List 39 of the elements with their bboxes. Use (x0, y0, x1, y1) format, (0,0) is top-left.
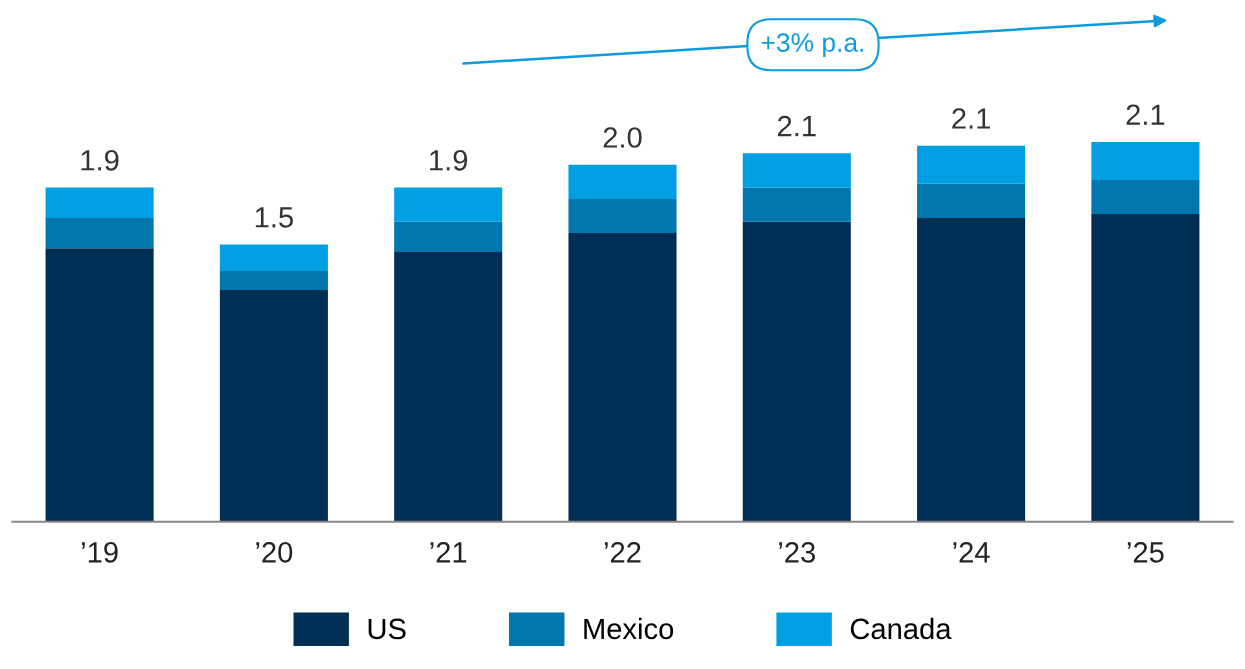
annotation: 2.1 (952, 108, 990, 129)
x-tick-label: ’19 (81, 542, 118, 563)
bar (742, 187, 851, 222)
bar (219, 290, 328, 522)
annotation: 1.9 (81, 150, 119, 171)
annotation: 2.0 (603, 127, 642, 148)
x-tick-label: ’22 (604, 542, 641, 563)
bar (45, 187, 154, 218)
bar (917, 183, 1026, 218)
bar (568, 198, 677, 234)
bar (568, 233, 677, 522)
bar (394, 221, 503, 253)
bar (219, 271, 328, 291)
bar (45, 248, 154, 522)
legend-label: US (368, 618, 406, 640)
x-tick-label: ’20 (256, 542, 293, 563)
annotation: 2.1 (778, 115, 816, 137)
bar (917, 145, 1026, 184)
x-tick-label: ’24 (953, 542, 990, 563)
bar (917, 217, 1026, 522)
bar (1091, 141, 1200, 180)
annotation: 1.5 (255, 207, 293, 228)
annotation: 2.1 (1126, 104, 1165, 125)
x-tick-label: ’21 (430, 542, 467, 563)
bar (45, 217, 154, 249)
bar (394, 252, 503, 522)
bar (219, 244, 328, 272)
x-tick-label: ’23 (779, 542, 815, 563)
bar (394, 187, 503, 222)
text: +3% p.a. (761, 33, 864, 58)
bar (568, 164, 677, 199)
bar (742, 153, 851, 188)
x-tick-label: ’25 (1127, 542, 1164, 563)
legend-label: Mexico (584, 617, 674, 640)
bar (1091, 214, 1200, 522)
legend-label: Canada (850, 617, 952, 640)
bar (742, 221, 851, 522)
annotation: 1.9 (430, 150, 468, 171)
bar (1091, 179, 1200, 215)
